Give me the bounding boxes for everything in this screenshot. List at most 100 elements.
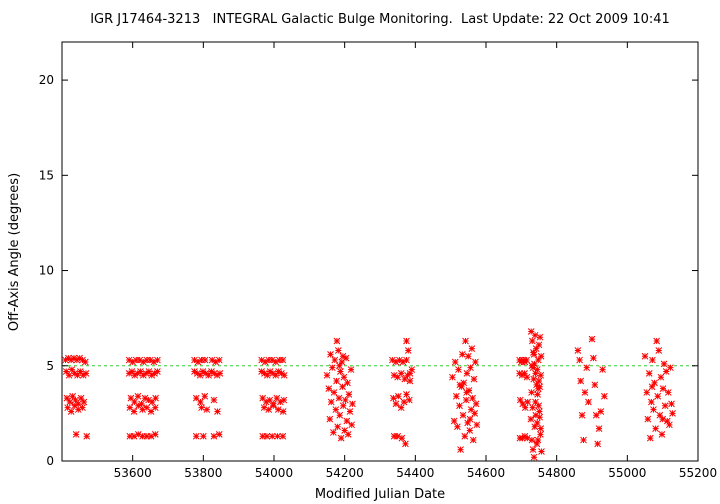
- data-point: [339, 383, 346, 391]
- data-point: [666, 421, 673, 429]
- data-point: [328, 364, 336, 372]
- data-point: [529, 404, 536, 412]
- x-axis-title: Modified Julian Date: [315, 487, 445, 502]
- data-point: [332, 406, 340, 413]
- data-point: [323, 371, 331, 379]
- data-point: [535, 377, 543, 385]
- data-point: [67, 408, 75, 415]
- data-point: [272, 371, 280, 379]
- data-point: [194, 358, 202, 366]
- data-point: [641, 352, 649, 360]
- data-point: [537, 352, 545, 360]
- data-point: [394, 432, 402, 440]
- data-point: [210, 396, 218, 404]
- data-point: [212, 358, 220, 366]
- data-point: [578, 411, 586, 419]
- data-point: [594, 440, 602, 448]
- data-point: [134, 370, 141, 377]
- data-point: [403, 337, 410, 345]
- data-point: [260, 404, 268, 412]
- data-point: [192, 432, 200, 440]
- data-point: [210, 432, 218, 440]
- data-point: [150, 358, 158, 366]
- data-point: [408, 366, 416, 373]
- data-point: [463, 370, 471, 377]
- plot-frame: [61, 41, 699, 462]
- data-point: [537, 425, 545, 432]
- data-point: [583, 364, 591, 372]
- data-point: [585, 398, 592, 406]
- data-point: [145, 368, 153, 375]
- data-point: [458, 350, 466, 358]
- x-tick-label: 55000: [608, 466, 646, 480]
- data-point: [265, 356, 273, 364]
- data-point: [536, 413, 544, 421]
- data-point: [601, 392, 608, 400]
- data-point: [141, 394, 149, 402]
- data-point: [532, 398, 539, 406]
- data-point: [402, 440, 409, 448]
- data-point: [532, 370, 539, 377]
- data-point: [343, 417, 351, 425]
- data-point: [259, 394, 267, 402]
- x-tick-label: 54800: [538, 466, 576, 480]
- data-point: [151, 370, 158, 377]
- data-point: [136, 356, 144, 364]
- data-point: [530, 375, 538, 383]
- data-point: [658, 430, 666, 438]
- y-axis: 0 5 10 15 20: [39, 73, 698, 468]
- data-point: [139, 406, 146, 413]
- data-point: [273, 394, 281, 402]
- data-point: [208, 356, 216, 364]
- data-point: [656, 411, 664, 419]
- data-point: [390, 394, 397, 402]
- data-point: [148, 398, 156, 406]
- data-point: [66, 398, 74, 406]
- data-point: [472, 358, 479, 366]
- data-point: [203, 406, 211, 413]
- data-point: [390, 371, 398, 379]
- y-tick-label: 0: [46, 454, 54, 468]
- data-point: [401, 375, 409, 383]
- data-point: [347, 366, 355, 373]
- x-axis: 53600 53800 54000 54200 54400 54600 54800 55000…: [114, 42, 717, 480]
- data-point: [216, 370, 224, 377]
- data-point: [277, 398, 284, 406]
- data-point: [79, 404, 86, 412]
- data-point: [395, 392, 402, 400]
- x-tick-label: 54600: [467, 466, 505, 480]
- data-point: [531, 331, 539, 339]
- data-point: [521, 370, 528, 377]
- data-point: [151, 404, 159, 412]
- data-point: [576, 356, 583, 364]
- data-point: [128, 368, 136, 375]
- data-point: [528, 337, 536, 345]
- data-point: [533, 381, 540, 389]
- data-point: [68, 366, 76, 373]
- data-point: [536, 383, 544, 391]
- data-point: [533, 366, 541, 373]
- data-point: [580, 436, 587, 444]
- data-point: [278, 370, 285, 377]
- data-point: [590, 354, 597, 362]
- data-point: [521, 404, 529, 412]
- data-point: [333, 377, 340, 385]
- data-point: [394, 373, 402, 381]
- data-point: [132, 356, 140, 364]
- data-point: [449, 373, 456, 381]
- data-point: [147, 408, 155, 415]
- data-point: [661, 402, 669, 410]
- data-point: [529, 349, 537, 356]
- data-point: [71, 402, 79, 410]
- x-tick-label: 54000: [255, 466, 293, 480]
- data-point: [390, 432, 398, 440]
- data-point: [472, 400, 480, 408]
- data-point: [527, 415, 535, 423]
- data-point: [151, 430, 159, 438]
- data-point: [341, 427, 349, 434]
- y-axis-title: Off-Axis Angle (degrees): [7, 173, 22, 331]
- data-point: [74, 400, 82, 408]
- data-point: [653, 337, 661, 345]
- data-point: [651, 379, 658, 387]
- data-point: [337, 434, 345, 442]
